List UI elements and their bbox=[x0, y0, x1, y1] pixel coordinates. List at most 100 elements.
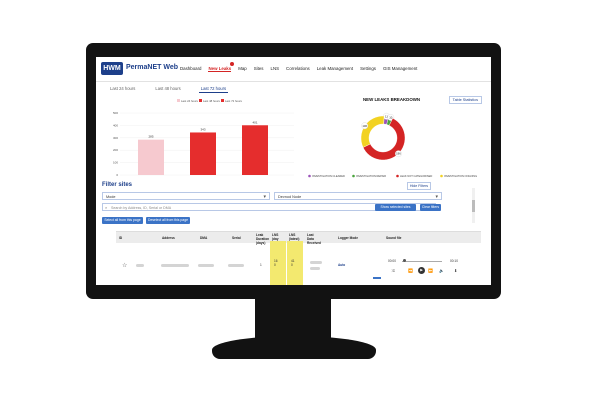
slice-value-label: 106 bbox=[362, 124, 367, 128]
legend-swatch bbox=[440, 174, 443, 178]
y-tick-label: 300 bbox=[113, 136, 118, 140]
tab-last-24-hours[interactable]: Last 24 hours bbox=[110, 86, 136, 91]
nav-dashboard[interactable]: Dashboard bbox=[180, 66, 202, 71]
legend-label: INVESTIGATION REPAIR bbox=[356, 174, 386, 178]
col-leak-duration: Leak Duration (days) bbox=[256, 233, 270, 245]
logo: HWM bbox=[101, 62, 123, 75]
bar-value-label: 343 bbox=[200, 127, 205, 131]
blurred-id bbox=[136, 264, 144, 267]
blurred-serial bbox=[228, 264, 244, 267]
bar-1 bbox=[138, 139, 164, 175]
bar-2 bbox=[190, 132, 216, 175]
nav-lns[interactable]: LNS bbox=[270, 66, 280, 71]
audio-progress-handle[interactable] bbox=[403, 259, 406, 262]
y-tick-label: 0 bbox=[116, 173, 118, 177]
logger-mode[interactable]: Auto bbox=[338, 263, 346, 267]
nav-new-leaks[interactable]: New Leaks bbox=[208, 66, 232, 72]
monitor-base bbox=[212, 336, 376, 359]
slice-value-label: 196 bbox=[396, 152, 401, 156]
col-sound-file: Sound file bbox=[386, 236, 402, 240]
select-all-button[interactable]: Select all from this page bbox=[102, 217, 143, 224]
table-header: ID Address DMA Serial Leak Duration (day… bbox=[116, 231, 481, 249]
top-nav: HWM PermaNET Web Dashboard New Leaks Map… bbox=[96, 57, 491, 82]
bar-value-label: 401 bbox=[252, 120, 257, 124]
volume-icon[interactable]: 🔈 bbox=[439, 268, 444, 273]
new-leaks-bar-chart: Last 24 hours Last 48 hours Last 72 hours 0… bbox=[102, 95, 302, 181]
blurred-address bbox=[161, 264, 189, 267]
star-icon[interactable]: ☆ bbox=[122, 263, 128, 269]
monitor-neck bbox=[255, 299, 331, 340]
legend-label: Last 48 hours bbox=[203, 99, 221, 103]
lns-before-value: 16 0 bbox=[274, 259, 278, 267]
screen: HWM PermaNET Web Dashboard New Leaks Map… bbox=[96, 57, 491, 285]
clear-filters-button[interactable]: Clear filters bbox=[420, 204, 441, 211]
slice-value-label: 11 bbox=[385, 114, 388, 118]
lns-before-cell bbox=[270, 241, 286, 285]
col-dma: DMA bbox=[200, 236, 208, 240]
nav-menu: Dashboard New Leaks Map Sites LNS Correl… bbox=[180, 66, 417, 72]
slice-label-bubble bbox=[395, 150, 402, 158]
time-tabs: Last 24 hours Last 48 hours Last 72 hour… bbox=[108, 85, 229, 93]
audio-progress[interactable] bbox=[402, 260, 442, 262]
legend-swatch bbox=[177, 99, 180, 102]
legend-swatch bbox=[308, 174, 311, 178]
forward-icon[interactable]: ⏩ bbox=[428, 268, 433, 273]
bar-legend: Last 24 hours Last 48 hours Last 72 hours bbox=[177, 99, 243, 103]
col-id: ID bbox=[119, 236, 123, 240]
legend-label: INVESTIGATION CLEARED bbox=[312, 174, 345, 178]
legend-swatch bbox=[352, 174, 355, 178]
play-icon[interactable]: ▶ bbox=[418, 267, 425, 274]
y-tick-label: 100 bbox=[113, 161, 118, 165]
blurred-dma bbox=[198, 264, 214, 267]
donut-slice-4 bbox=[360, 115, 385, 148]
legend-label: Last 24 hours bbox=[181, 99, 199, 103]
legend-swatch bbox=[199, 99, 202, 102]
bar-3 bbox=[242, 125, 268, 175]
nav-map[interactable]: Map bbox=[238, 66, 247, 71]
notification-badge bbox=[230, 62, 234, 66]
table-statistics-button[interactable]: Table Statistics bbox=[448, 96, 482, 104]
show-selected-sites-button[interactable]: Show selected sites bbox=[375, 204, 416, 211]
nav-gis-management[interactable]: GIS Management bbox=[382, 66, 418, 71]
hide-filters-button[interactable]: Hide Filters bbox=[407, 182, 431, 190]
new-leaks-breakdown-chart: NEW LEAKS BREAKDOWN Table Statistics 11 1… bbox=[306, 95, 486, 181]
leak-duration: 1 bbox=[260, 263, 262, 267]
devnode-select[interactable]: Devnod Node bbox=[274, 192, 442, 201]
y-tick-label: 400 bbox=[113, 123, 118, 127]
y-tick-label: 200 bbox=[113, 148, 118, 152]
col-address: Address bbox=[162, 236, 175, 240]
slice-value-label: 10 bbox=[389, 115, 393, 119]
col-logger-mode: Logger Mode bbox=[338, 236, 359, 240]
nav-correlations[interactable]: Correlations bbox=[286, 66, 310, 71]
nav-sites[interactable]: Sites bbox=[253, 66, 264, 71]
slice-label-bubble bbox=[361, 122, 369, 130]
audio-end-time: 00:10 bbox=[450, 259, 458, 263]
scrollbar-thumb[interactable] bbox=[472, 200, 475, 212]
legend-label: Last 72 hours bbox=[225, 99, 243, 103]
tab-last-72-hours[interactable]: Last 72 hours bbox=[198, 86, 229, 93]
table-row: ☆ 1 16 0 41 0 Auto 00:00 00:10 ⤨ ⏪ ▶ ⏩ 🔈… bbox=[116, 241, 481, 285]
deselect-all-button[interactable]: Deselect all from this page bbox=[146, 217, 190, 224]
blurred-date bbox=[310, 261, 322, 264]
col-last-data: Last Data Received bbox=[307, 233, 321, 245]
lns-latest-value: 41 0 bbox=[291, 259, 295, 267]
nav-leak-management[interactable]: Leak Management bbox=[316, 66, 354, 71]
tab-last-48-hours[interactable]: Last 48 hours bbox=[155, 86, 181, 91]
lns-latest-cell bbox=[287, 241, 303, 285]
audio-start-time: 00:00 bbox=[388, 259, 396, 263]
filter-sites-title: Filter sites bbox=[102, 182, 133, 188]
bar-value-label: 285 bbox=[148, 135, 153, 139]
search-icon: ⌕ bbox=[105, 205, 108, 210]
legend-swatch bbox=[396, 174, 399, 178]
col-lns-latest: LNS (latest) bbox=[289, 233, 300, 241]
nav-settings[interactable]: Settings bbox=[360, 66, 376, 71]
breakdown-title: NEW LEAKS BREAKDOWN bbox=[363, 97, 421, 102]
download-icon[interactable]: ⬇ bbox=[454, 268, 458, 273]
shuffle-icon[interactable]: ⤨ bbox=[391, 268, 395, 273]
row-indicator bbox=[373, 277, 381, 279]
blurred-time bbox=[310, 267, 320, 270]
legend-swatch bbox=[221, 99, 224, 102]
search-placeholder: Search by Address, ID, Serial or DMA bbox=[111, 206, 172, 210]
rewind-icon[interactable]: ⏪ bbox=[408, 268, 413, 273]
mode-select[interactable]: Mode bbox=[102, 192, 270, 201]
